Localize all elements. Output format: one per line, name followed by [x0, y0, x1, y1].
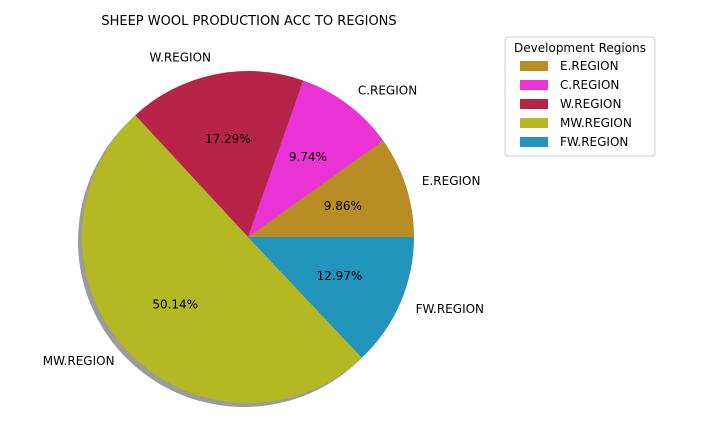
- legend-swatch-w-region: [520, 99, 548, 109]
- legend-swatch-e-region: [520, 61, 548, 71]
- slice-percent-mw-region: 50.14%: [152, 297, 198, 311]
- slice-label-fw-region: FW.REGION: [416, 302, 484, 316]
- pie-slice-fw-region: [248, 237, 414, 358]
- slice-label-mw-region: MW.REGION: [43, 354, 115, 368]
- chart-title: SHEEP WOOL PRODUCTION ACC TO REGIONS: [101, 14, 396, 29]
- pie-slice-e-region: [248, 140, 414, 237]
- legend-label-fw-region: FW.REGION: [560, 135, 628, 149]
- slice-label-c-region: C.REGION: [358, 84, 417, 98]
- slice-label-w-region: W.REGION: [150, 51, 211, 65]
- pie-slice-c-region: [248, 80, 384, 238]
- pie-slice-w-region: [135, 71, 304, 237]
- slice-percent-fw-region: 12.97%: [317, 269, 363, 283]
- legend-swatch-fw-region: [520, 137, 548, 147]
- legend-label-mw-region: MW.REGION: [560, 116, 632, 130]
- legend: Development Regions E.REGION C.REGION W.RE…: [504, 36, 656, 157]
- legend-title: Development Regions: [514, 41, 646, 55]
- legend-swatch-mw-region: [520, 118, 548, 128]
- slice-percent-c-region: 9.74%: [289, 150, 327, 164]
- legend-label-e-region: E.REGION: [560, 59, 619, 73]
- legend-label-c-region: C.REGION: [560, 78, 619, 92]
- slice-label-e-region: E.REGION: [422, 174, 481, 188]
- slice-percent-w-region: 17.29%: [205, 132, 251, 146]
- legend-label-w-region: W.REGION: [560, 97, 621, 111]
- legend-swatch-c-region: [520, 80, 548, 90]
- slice-percent-e-region: 9.86%: [324, 199, 362, 213]
- pie-slice-mw-region: [81, 115, 362, 404]
